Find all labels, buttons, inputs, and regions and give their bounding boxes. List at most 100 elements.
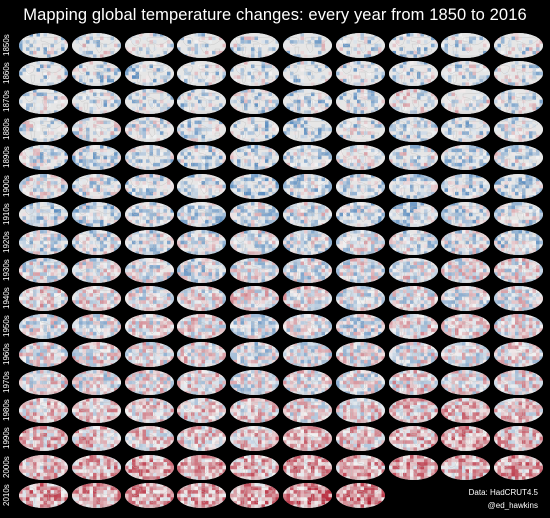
year-map-1900: [19, 173, 68, 199]
year-map-1893: [177, 145, 227, 171]
year-map-2001: [71, 454, 121, 480]
author-credit: @ed_hawkins: [487, 501, 538, 510]
year-map-1927: [388, 229, 438, 255]
year-map-1899: [494, 145, 544, 171]
year-map-1953: [177, 314, 227, 339]
year-map-1943: [177, 285, 227, 311]
year-map-2012: [124, 482, 174, 508]
year-map-1861: [71, 61, 121, 87]
year-map-1952: [124, 314, 174, 339]
year-map-1971: [71, 370, 121, 396]
year-map-1955: [283, 314, 332, 339]
year-map-1988: [441, 398, 491, 424]
year-map-1887: [388, 117, 438, 143]
year-map-1854: [230, 33, 280, 58]
year-map-1993: [177, 426, 227, 452]
decade-label: 1990s: [2, 428, 11, 450]
year-map-1967: [388, 342, 438, 368]
year-map-1878: [441, 89, 491, 115]
year-map-1948: [441, 285, 491, 311]
year-map-1889: [494, 117, 544, 143]
year-map-1923: [177, 229, 227, 255]
year-map-1877: [388, 89, 438, 115]
year-map-1883: [177, 117, 227, 143]
year-map-2009: [494, 454, 544, 480]
year-map-1880: [19, 117, 68, 143]
year-map-1894: [230, 145, 280, 171]
year-map-1975: [283, 370, 332, 396]
year-map-1884: [230, 117, 280, 143]
year-map-1865: [283, 61, 332, 87]
year-map-1954: [230, 314, 280, 339]
year-map-1949: [494, 285, 544, 311]
year-map-1941: [71, 285, 121, 311]
year-map-1922: [124, 229, 174, 255]
decade-label: 2000s: [2, 456, 11, 478]
decade-label: 1910s: [2, 203, 11, 225]
year-map-1973: [177, 370, 227, 396]
year-map-1890: [19, 145, 68, 171]
year-map-2014: [230, 482, 280, 508]
year-map-1934: [230, 257, 280, 283]
year-map-1936: [335, 257, 385, 283]
year-map-1935: [283, 257, 332, 283]
year-map-1989: [494, 398, 544, 424]
year-map-1983: [177, 398, 227, 424]
year-map-1933: [177, 257, 227, 283]
year-map-1984: [230, 398, 280, 424]
year-map-1918: [441, 201, 491, 227]
year-map-1957: [388, 314, 438, 339]
decade-label: 1870s: [2, 90, 11, 113]
year-map-1917: [388, 201, 438, 227]
year-map-1929: [494, 229, 544, 255]
decade-label: 1940s: [2, 287, 11, 310]
year-map-1915: [283, 201, 332, 227]
decade-label: 1980s: [2, 399, 11, 422]
year-map-1926: [335, 229, 385, 255]
year-map-1871: [71, 89, 121, 115]
year-map-2016: [335, 482, 385, 508]
year-map-1868: [441, 61, 491, 87]
decade-label: 1960s: [2, 343, 11, 366]
year-map-1891: [71, 145, 121, 171]
year-map-1874: [230, 89, 280, 115]
decade-label: 1930s: [2, 259, 11, 282]
decade-label: 1850s: [2, 34, 11, 57]
year-map-1959: [494, 314, 544, 339]
year-map-1950: [19, 314, 68, 339]
year-map-1930: [19, 257, 68, 283]
year-map-1964: [230, 342, 280, 368]
year-map-1872: [124, 89, 174, 115]
year-map-1960: [19, 342, 68, 368]
year-map-1974: [230, 370, 280, 396]
year-map-1970: [19, 370, 68, 396]
year-map-1853: [177, 33, 227, 58]
year-map-1986: [335, 398, 385, 424]
year-map-1996: [335, 426, 385, 452]
year-map-1998: [441, 426, 491, 452]
year-map-1866: [335, 61, 385, 87]
year-map-1942: [124, 285, 174, 311]
year-map-1994: [230, 426, 280, 452]
year-map-1912: [124, 201, 174, 227]
year-map-1940: [19, 285, 68, 311]
year-map-1905: [283, 173, 332, 199]
year-map-1870: [19, 89, 68, 115]
year-map-1898: [441, 145, 491, 171]
year-map-1981: [71, 398, 121, 424]
year-map-1852: [124, 33, 174, 58]
year-map-2005: [283, 454, 332, 480]
year-map-1956: [335, 314, 385, 339]
decade-label: 1860s: [2, 62, 11, 85]
year-map-1979: [494, 370, 544, 396]
year-map-1857: [388, 33, 438, 58]
data-source-credit: Data: HadCRUT4.5: [468, 488, 538, 497]
decade-label: 1970s: [2, 371, 11, 394]
year-map-1916: [335, 201, 385, 227]
year-map-1946: [335, 285, 385, 311]
year-map-1947: [388, 285, 438, 311]
year-map-1992: [124, 426, 174, 452]
year-map-1882: [124, 117, 174, 143]
year-map-2006: [335, 454, 385, 480]
